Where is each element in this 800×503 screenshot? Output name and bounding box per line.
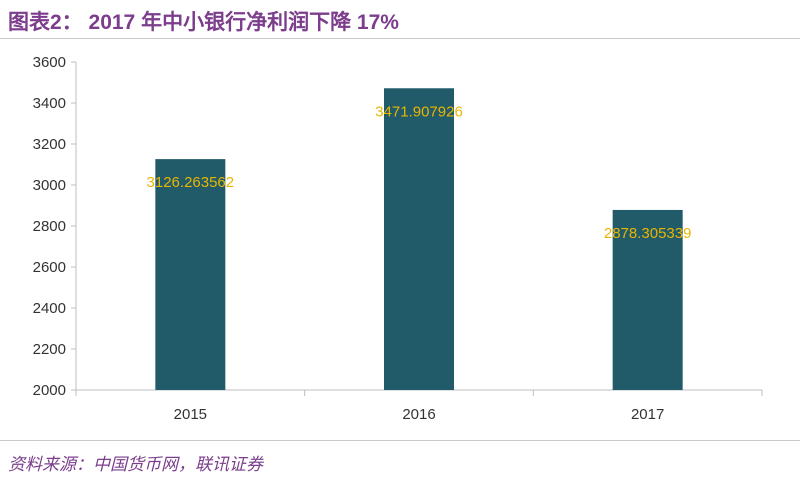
x-tick-label: 2017 xyxy=(631,406,664,423)
y-tick-label: 2200 xyxy=(33,341,66,358)
bars xyxy=(155,88,683,390)
source-note: 资料来源：中国货币网，联讯证券 xyxy=(8,455,263,474)
y-tick-label: 2400 xyxy=(33,300,66,317)
x-axis: 2015 2016 2017 xyxy=(75,389,763,423)
y-tick-label: 2000 xyxy=(33,382,66,399)
y-tick-label: 3600 xyxy=(33,54,66,71)
data-label-2017: 2878.305339 xyxy=(604,225,692,242)
title-divider xyxy=(0,38,800,39)
bar-chart: 2000 2200 2400 2600 2800 3000 3200 3400 3600 201… xyxy=(33,54,763,423)
data-label-2015: 3126.263562 xyxy=(147,174,235,191)
y-tick-label: 3200 xyxy=(33,136,66,153)
chart-title: 图表2： 2017 年中小银行净利润下降 17% xyxy=(8,11,399,34)
data-labels: 3126.263562 3471.907926 2878.305339 xyxy=(147,103,692,242)
data-label-2016: 3471.907926 xyxy=(375,103,463,120)
x-tick-label: 2015 xyxy=(174,406,207,423)
y-tick-label: 2800 xyxy=(33,218,66,235)
bar-2017 xyxy=(612,209,683,390)
y-tick-label: 2600 xyxy=(33,259,66,276)
y-axis: 2000 2200 2400 2600 2800 3000 3200 3400 3600 xyxy=(33,54,77,399)
bar-2016 xyxy=(384,88,454,390)
x-tick-label: 2016 xyxy=(402,406,435,423)
bar-2015 xyxy=(155,159,226,390)
y-tick-label: 3000 xyxy=(33,177,66,194)
y-tick-label: 3400 xyxy=(33,95,66,112)
footer-divider xyxy=(0,440,800,441)
